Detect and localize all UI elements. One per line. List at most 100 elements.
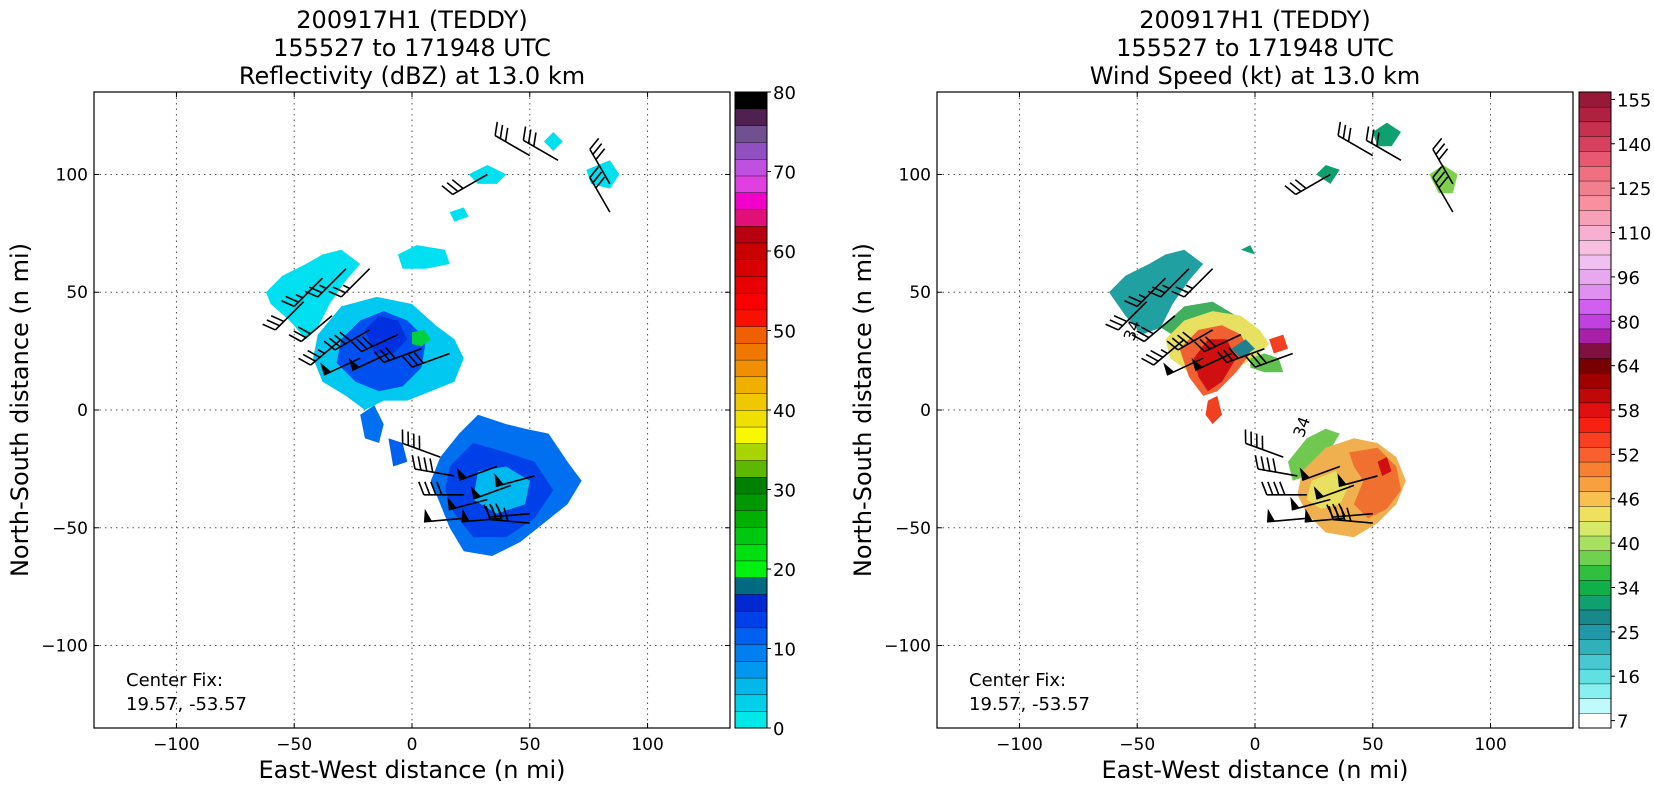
barb-full xyxy=(592,171,603,184)
barb-shaft xyxy=(323,357,361,376)
barb-full xyxy=(436,481,443,496)
barb-shaft xyxy=(589,148,611,185)
colorbar-swatch xyxy=(734,175,768,193)
wind-barb xyxy=(456,465,498,481)
y-axis-label: North-South distance (n mi) xyxy=(849,243,877,577)
colorbar-swatch xyxy=(734,593,768,612)
colorbar-swatch xyxy=(734,677,768,696)
colorbar-swatch xyxy=(1578,136,1612,152)
center-fix-annotation: Center Fix: xyxy=(969,670,1066,691)
barb-full xyxy=(270,315,285,323)
echo-region xyxy=(1240,245,1255,255)
barb-flag xyxy=(1163,362,1175,376)
colorbar-swatch xyxy=(1578,328,1612,344)
barb-shaft xyxy=(1204,333,1242,353)
barb-full xyxy=(499,124,504,139)
wind-barb xyxy=(348,352,389,372)
colorbar-swatch xyxy=(1578,358,1612,374)
echo-region xyxy=(543,132,563,151)
barb-full xyxy=(1260,456,1265,471)
barb-full xyxy=(1435,143,1446,155)
y-tick-label: 100 xyxy=(56,165,88,185)
barb-full xyxy=(1194,341,1206,353)
barb-flag xyxy=(456,467,467,481)
colorbar-swatch xyxy=(1578,417,1612,433)
colorbar-swatch xyxy=(1578,298,1612,315)
wind-barb xyxy=(1432,137,1454,185)
barb-shaft xyxy=(1166,357,1204,376)
wind-barb xyxy=(1131,315,1176,343)
barb-full xyxy=(504,127,509,142)
colorbar-tick-label: 25 xyxy=(1617,623,1640,644)
barb-half xyxy=(342,284,351,290)
wind-barb xyxy=(1147,268,1190,298)
barb-full xyxy=(328,337,341,348)
colorbar-swatch xyxy=(1578,668,1612,685)
wind-barb xyxy=(1299,465,1341,481)
barb-shaft xyxy=(1432,148,1454,185)
colorbar-swatch xyxy=(1578,387,1612,404)
x-axis-label: East-West distance (n mi) xyxy=(1101,756,1408,784)
barb-full xyxy=(266,319,280,327)
wind-barb xyxy=(1166,329,1213,351)
wind-barb xyxy=(470,484,512,500)
colorbar-swatch xyxy=(734,443,768,461)
colorbar-swatch xyxy=(1578,446,1612,463)
colorbar-swatch xyxy=(1578,121,1612,137)
wind-barb xyxy=(418,481,464,496)
barb-full xyxy=(1151,286,1166,294)
colorbar-tick-label: 0 xyxy=(773,719,784,740)
barb-full xyxy=(1365,126,1370,141)
colorbar-swatch xyxy=(734,309,768,327)
barb-full xyxy=(1346,507,1352,522)
barb-half xyxy=(319,284,327,290)
echo-region xyxy=(1377,457,1392,476)
y-tick-label: −50 xyxy=(895,519,931,539)
colorbar-tick-label: 125 xyxy=(1617,179,1651,200)
colorbar-swatch xyxy=(1578,372,1612,389)
x-tick-label: −50 xyxy=(1119,735,1155,755)
wind-barb xyxy=(1217,347,1265,364)
barb-full xyxy=(332,286,346,294)
barb-full xyxy=(592,143,603,155)
y-tick-label: −100 xyxy=(884,637,931,657)
barb-full xyxy=(285,295,299,303)
barb-full xyxy=(1254,455,1259,470)
barb-full xyxy=(1261,481,1268,496)
barb-full xyxy=(441,185,454,196)
barb-full xyxy=(307,349,321,359)
barb-full xyxy=(589,166,600,178)
colorbar-swatch xyxy=(734,460,768,478)
barb-flag xyxy=(1191,357,1203,371)
data-regions xyxy=(1109,122,1458,538)
colorbar-swatch xyxy=(734,242,768,260)
barb-full xyxy=(1199,338,1211,350)
colorbar-swatch xyxy=(1578,683,1612,699)
colorbar-swatch xyxy=(734,426,768,444)
barb-full xyxy=(379,349,391,361)
barb-shaft xyxy=(1177,329,1213,351)
echo-region xyxy=(1109,249,1204,335)
chart-title-line: 155527 to 171948 UTC xyxy=(273,34,551,62)
barb-full xyxy=(351,341,363,353)
barb-flag xyxy=(1299,467,1310,481)
wind-barb xyxy=(1171,268,1214,298)
barb-half xyxy=(1185,284,1194,290)
colorbar-swatch xyxy=(1578,609,1612,625)
barb-shaft xyxy=(340,268,371,298)
colorbar-tick-label: 10 xyxy=(773,640,796,661)
echo-region xyxy=(412,329,431,347)
echo-region xyxy=(388,438,408,467)
colorbar-swatch xyxy=(734,476,768,495)
wind-barb xyxy=(1261,481,1307,496)
barb-flag xyxy=(348,357,360,371)
barb-shaft xyxy=(1337,134,1374,157)
wind-barb xyxy=(1365,126,1402,162)
barb-half xyxy=(317,349,325,355)
barb-full xyxy=(374,351,385,363)
colorbar-swatch xyxy=(734,610,768,629)
x-tick-label: 0 xyxy=(407,735,418,755)
wind-barb xyxy=(589,166,611,213)
barb-full xyxy=(1171,337,1184,348)
